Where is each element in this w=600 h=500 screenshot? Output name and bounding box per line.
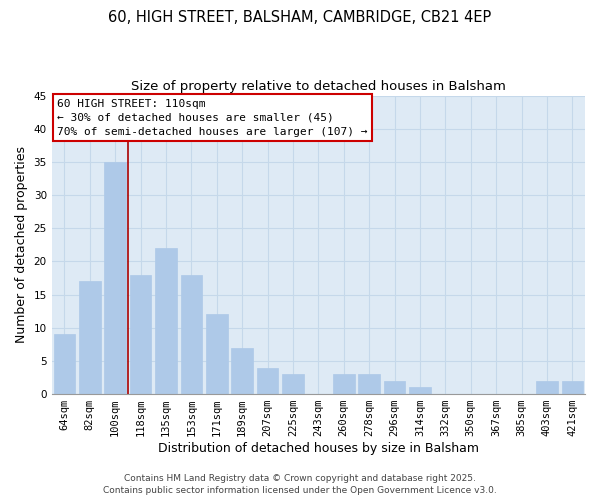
Y-axis label: Number of detached properties: Number of detached properties [15,146,28,344]
Bar [155,248,177,394]
Bar [409,388,431,394]
Bar [104,162,126,394]
Bar [358,374,380,394]
Bar [257,368,278,394]
Text: 60 HIGH STREET: 110sqm
← 30% of detached houses are smaller (45)
70% of semi-det: 60 HIGH STREET: 110sqm ← 30% of detached… [57,98,367,136]
Bar [333,374,355,394]
Bar [562,381,583,394]
X-axis label: Distribution of detached houses by size in Balsham: Distribution of detached houses by size … [158,442,479,455]
Bar [130,274,151,394]
Bar [536,381,557,394]
Bar [53,334,75,394]
Title: Size of property relative to detached houses in Balsham: Size of property relative to detached ho… [131,80,506,93]
Bar [384,381,406,394]
Bar [232,348,253,394]
Bar [79,282,101,394]
Bar [206,314,227,394]
Bar [181,274,202,394]
Text: 60, HIGH STREET, BALSHAM, CAMBRIDGE, CB21 4EP: 60, HIGH STREET, BALSHAM, CAMBRIDGE, CB2… [109,10,491,25]
Bar [282,374,304,394]
Text: Contains HM Land Registry data © Crown copyright and database right 2025.
Contai: Contains HM Land Registry data © Crown c… [103,474,497,495]
